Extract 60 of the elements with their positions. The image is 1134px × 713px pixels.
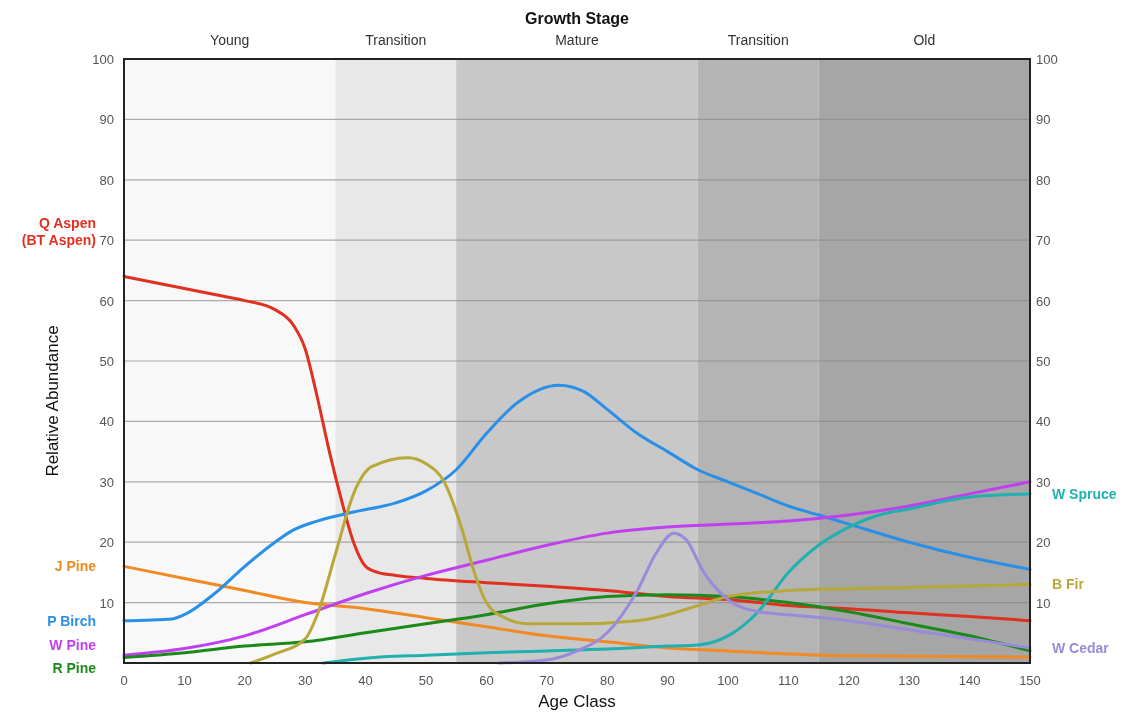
y2-tick-label: 30 — [1036, 474, 1051, 490]
series-label: B Fir — [1052, 576, 1085, 593]
y-tick-label: 100 — [92, 52, 114, 67]
y-tick-label: 70 — [99, 233, 114, 249]
y-tick-label: 80 — [99, 172, 114, 188]
series-label: W Spruce — [1052, 485, 1117, 502]
line-series — [496, 531, 1032, 665]
y2-tick-label: 10 — [1036, 595, 1051, 611]
x-tick-label: 100 — [717, 673, 739, 688]
y2-tick-label: 100 — [1036, 52, 1058, 67]
text: R Pine — [52, 659, 97, 676]
x-tick-label: 110 — [778, 673, 799, 688]
line-series — [122, 593, 1032, 660]
y2-tick-label: 40 — [1036, 414, 1051, 430]
y-tick-label: 30 — [99, 474, 114, 490]
line-series — [122, 383, 1032, 623]
x-tick-label: 130 — [898, 673, 921, 688]
x-tick-label: 30 — [297, 673, 313, 688]
band-label: Transition — [365, 32, 427, 48]
line-series — [249, 456, 1032, 665]
series-label: P Birch — [47, 612, 96, 629]
text: Q Aspen (BT Aspen) — [21, 214, 96, 248]
text: W Pine — [49, 636, 97, 653]
x-tick-label: 50 — [418, 673, 434, 688]
y-tick-label: 40 — [99, 414, 114, 430]
x-tick-label: 120 — [837, 673, 860, 688]
line-series — [321, 492, 1032, 665]
x2-axis-title: Growth Stage — [524, 10, 630, 27]
y-axis-title: Relative Abundance — [43, 325, 62, 477]
x-tick-label: 80 — [599, 673, 615, 688]
band-label: Old — [913, 32, 936, 48]
y-tick-label: 10 — [99, 595, 114, 611]
x-tick-label: 150 — [1019, 673, 1041, 688]
y-tick-label: 20 — [99, 535, 114, 551]
x-tick-label: 70 — [539, 673, 555, 688]
x-tick-label: 20 — [237, 673, 253, 688]
series-label: W Cedar — [1052, 639, 1110, 656]
y2-tick-label: 60 — [1036, 293, 1051, 309]
line-series — [122, 274, 1032, 623]
x-tick-label: 0 — [120, 673, 128, 688]
x-tick-label: 10 — [177, 673, 192, 688]
y-tick-label: 60 — [99, 293, 114, 309]
y2-tick-label: 20 — [1036, 535, 1051, 551]
y2-tick-label: 90 — [1036, 112, 1051, 128]
band-label: Mature — [555, 32, 599, 48]
y2-tick-label: 50 — [1036, 354, 1051, 369]
x-axis-title: Age Class — [538, 692, 616, 711]
x-tick-label: 140 — [958, 673, 981, 688]
line-series — [122, 480, 1032, 657]
y-tick-label: 50 — [99, 354, 114, 369]
line-series — [122, 564, 1032, 659]
band-label: Young — [210, 32, 250, 48]
band-label: Transition — [727, 32, 789, 48]
x-tick-label: 40 — [358, 673, 373, 688]
series-label: J Pine — [54, 558, 97, 575]
y2-tick-label: 80 — [1036, 172, 1051, 188]
x-tick-label: 60 — [479, 673, 494, 688]
y2-tick-label: 70 — [1036, 233, 1051, 249]
x-tick-label: 90 — [660, 673, 675, 688]
y-tick-label: 90 — [99, 112, 114, 128]
